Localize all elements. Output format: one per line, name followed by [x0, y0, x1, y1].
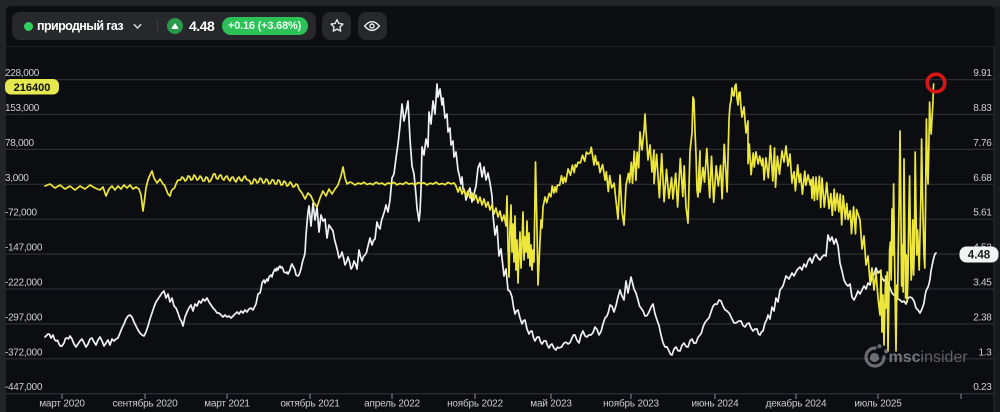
svg-text:март 2020: март 2020 — [39, 399, 85, 410]
svg-text:2.38: 2.38 — [973, 312, 992, 323]
svg-text:-372,000: -372,000 — [5, 347, 43, 358]
svg-text:октябрь 2021: октябрь 2021 — [280, 398, 340, 410]
svg-text:7.76: 7.76 — [973, 138, 992, 149]
svg-text:май 2023: май 2023 — [530, 399, 572, 410]
svg-text:июль 2025: июль 2025 — [854, 399, 902, 410]
svg-text:-72,000: -72,000 — [5, 208, 38, 219]
svg-text:ноябрь 2022: ноябрь 2022 — [447, 398, 503, 410]
svg-text:-222,000: -222,000 — [5, 278, 43, 289]
svg-text:216400: 216400 — [14, 82, 51, 94]
svg-text:3,000: 3,000 — [5, 173, 29, 184]
svg-text:228,000: 228,000 — [5, 68, 40, 79]
svg-text:-297,000: -297,000 — [5, 312, 43, 323]
svg-text:6.68: 6.68 — [973, 173, 992, 184]
svg-text:153,000: 153,000 — [5, 103, 40, 114]
svg-text:mscinsider: mscinsider — [889, 349, 969, 366]
svg-text:0.23: 0.23 — [973, 382, 992, 393]
svg-text:78,000: 78,000 — [5, 138, 35, 149]
svg-text:4.48: 4.48 — [968, 250, 991, 262]
svg-text:3.45: 3.45 — [973, 278, 992, 289]
svg-text:июнь 2024: июнь 2024 — [691, 399, 739, 410]
svg-text:апрель 2022: апрель 2022 — [364, 399, 420, 410]
svg-text:декабрь 2024: декабрь 2024 — [766, 398, 827, 410]
svg-text:-447,000: -447,000 — [5, 382, 43, 393]
svg-text:ноябрь 2023: ноябрь 2023 — [603, 398, 659, 410]
svg-text:сентябрь 2020: сентябрь 2020 — [112, 398, 178, 410]
svg-text:9.91: 9.91 — [973, 68, 992, 79]
svg-text:1.3: 1.3 — [978, 347, 992, 358]
svg-text:март 2021: март 2021 — [204, 399, 250, 410]
svg-text:5.61: 5.61 — [973, 208, 992, 219]
svg-text:8.83: 8.83 — [973, 103, 992, 114]
svg-text:-147,000: -147,000 — [5, 243, 43, 254]
